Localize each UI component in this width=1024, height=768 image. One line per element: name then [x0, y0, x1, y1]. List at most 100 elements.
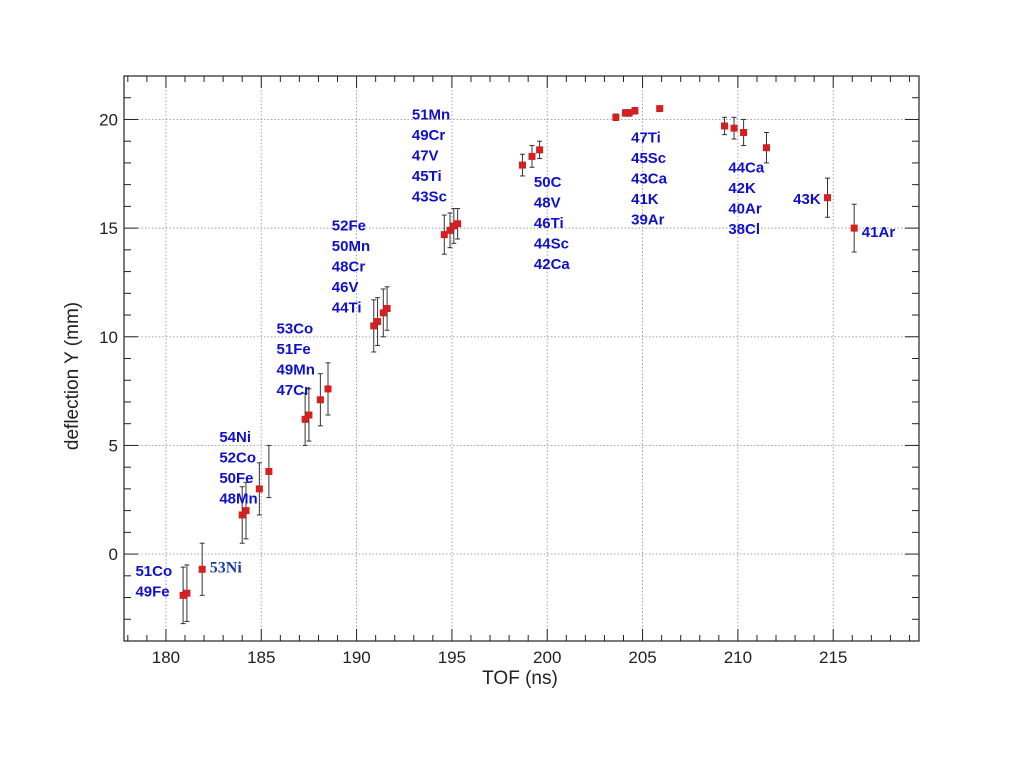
- isotope-label-line: 51Mn: [412, 106, 450, 123]
- data-point: [324, 385, 332, 393]
- data-point: [242, 507, 250, 515]
- data-point: [536, 146, 544, 154]
- isotope-label: 47Ti 45Sc 43Ca 41K 39Ar: [631, 129, 668, 228]
- isotope-label-line: 44Ti: [332, 299, 362, 316]
- isotope-label-line: 51Co: [135, 563, 172, 580]
- data-point: [721, 122, 729, 130]
- x-tick-label: 205: [628, 648, 656, 667]
- isotope-label-line: 50Mn: [332, 238, 370, 255]
- data-point: [301, 415, 309, 423]
- plot-frame: [123, 75, 920, 642]
- isotope-label: 41Ar: [862, 224, 896, 241]
- x-tick-label: 185: [247, 648, 275, 667]
- isotope-label-line: 52Co: [219, 450, 256, 467]
- data-point: [656, 105, 664, 113]
- data-point: [625, 109, 633, 117]
- isotope-label-line: 46Ti: [534, 215, 564, 232]
- isotope-label-line: 48Cr: [332, 258, 366, 275]
- isotope-label-line: 39Ar: [631, 211, 665, 228]
- data-point: [446, 226, 454, 234]
- isotope-label: 50C 48V 46Ti 44Sc 42Ca: [534, 174, 571, 273]
- y-axis-title: deflection Y (mm): [62, 302, 83, 450]
- x-tick-label: 215: [819, 648, 847, 667]
- data-point: [305, 411, 313, 419]
- data-point: [440, 231, 448, 239]
- data-point: [255, 485, 263, 493]
- y-tick-label: 15: [99, 219, 118, 238]
- isotope-label-line: 47Ti: [631, 129, 661, 146]
- isotope-label-line: 42K: [728, 180, 756, 197]
- isotope-label-line: 44Ca: [728, 160, 765, 177]
- isotope-label-line: 43Sc: [412, 188, 447, 205]
- isotope-label-line: 45Ti: [412, 168, 442, 185]
- y-tick-label: 5: [109, 436, 118, 455]
- isotope-label: 44Ca 42K 40Ar 38Cl: [728, 160, 765, 239]
- data-point: [183, 589, 191, 597]
- x-axis-title: TOF (ns): [482, 668, 558, 689]
- isotope-label-line: 49Fe: [135, 583, 169, 600]
- isotope-label-line: 40Ar: [728, 201, 762, 218]
- data-point: [179, 591, 187, 599]
- data-point: [370, 322, 378, 330]
- data-point: [762, 144, 770, 152]
- x-tick-label: 180: [152, 648, 180, 667]
- isotope-label-line: 54Ni: [219, 429, 251, 446]
- data-point: [383, 305, 391, 313]
- data-point: [730, 124, 738, 132]
- data-point: [238, 511, 246, 519]
- data-point: [265, 468, 273, 475]
- axes-ticks: 180 185 190 195 200 205 210 215 0 5 10 15 20: [99, 75, 919, 667]
- isotope-label-line: 47Cr: [277, 382, 311, 399]
- data-point: [518, 161, 526, 169]
- data-point: [740, 129, 748, 136]
- isotope-label: 51Mn 49Cr 47V 45Ti 43Sc: [412, 106, 450, 205]
- isotope-label: 54Ni 52Co 50Fe 48Mn: [219, 429, 257, 508]
- isotope-label-line: 47V: [412, 147, 439, 164]
- isotope-label-line: 48V: [534, 194, 561, 211]
- isotope-label-line: 50C: [534, 174, 562, 191]
- data-point: [450, 222, 458, 230]
- data-point: [528, 152, 536, 160]
- isotope-label-line: 50Fe: [219, 470, 253, 487]
- data-point: [379, 309, 387, 317]
- data-point: [621, 109, 629, 117]
- x-tick-label: 195: [438, 648, 466, 667]
- isotope-labels: 51Co 49Fe 53Ni 54Ni 52Co 50Fe 48Mn 53Co 51Fe 49Mn…: [135, 106, 895, 600]
- grid-lines: [124, 76, 919, 641]
- data-point: [454, 220, 462, 228]
- x-tick-label: 190: [342, 648, 370, 667]
- isotope-label-line: 49Cr: [412, 127, 446, 144]
- data-markers: [179, 105, 858, 599]
- data-point: [316, 396, 324, 404]
- isotope-label-line: 53Ni: [210, 560, 243, 577]
- y-tick-label: 0: [109, 545, 118, 564]
- data-point: [198, 565, 206, 573]
- isotope-label: 43K: [793, 191, 821, 208]
- data-point: [631, 107, 639, 115]
- isotope-label-line: 42Ca: [534, 256, 571, 273]
- y-tick-label: 20: [99, 110, 118, 129]
- isotope-label: 51Co 49Fe: [135, 563, 172, 601]
- isotope-label: 53Ni: [210, 560, 243, 577]
- isotope-label-line: 49Mn: [277, 362, 315, 379]
- isotope-label-line: 43Ca: [631, 170, 668, 187]
- isotope-label-line: 52Fe: [332, 217, 366, 234]
- data-point: [823, 194, 831, 202]
- isotope-label-line: 43K: [793, 191, 821, 208]
- isotope-label-line: 45Sc: [631, 150, 666, 167]
- isotope-label: 53Co 51Fe 49Mn 47Cr: [277, 321, 315, 400]
- isotope-label-line: 51Fe: [277, 341, 311, 358]
- x-tick-label: 200: [533, 648, 561, 667]
- data-point: [850, 224, 858, 232]
- isotope-label-line: 41K: [631, 191, 659, 208]
- y-tick-label: 10: [99, 328, 118, 347]
- data-point: [374, 318, 382, 326]
- isotope-label-line: 38Cl: [728, 221, 760, 238]
- isotope-label-line: 46V: [332, 279, 359, 296]
- isotope-label-line: 44Sc: [534, 235, 569, 252]
- isotope-label-line: 41Ar: [862, 224, 896, 241]
- x-tick-label: 210: [724, 648, 752, 667]
- data-point: [612, 113, 620, 121]
- isotope-label-line: 53Co: [277, 321, 314, 338]
